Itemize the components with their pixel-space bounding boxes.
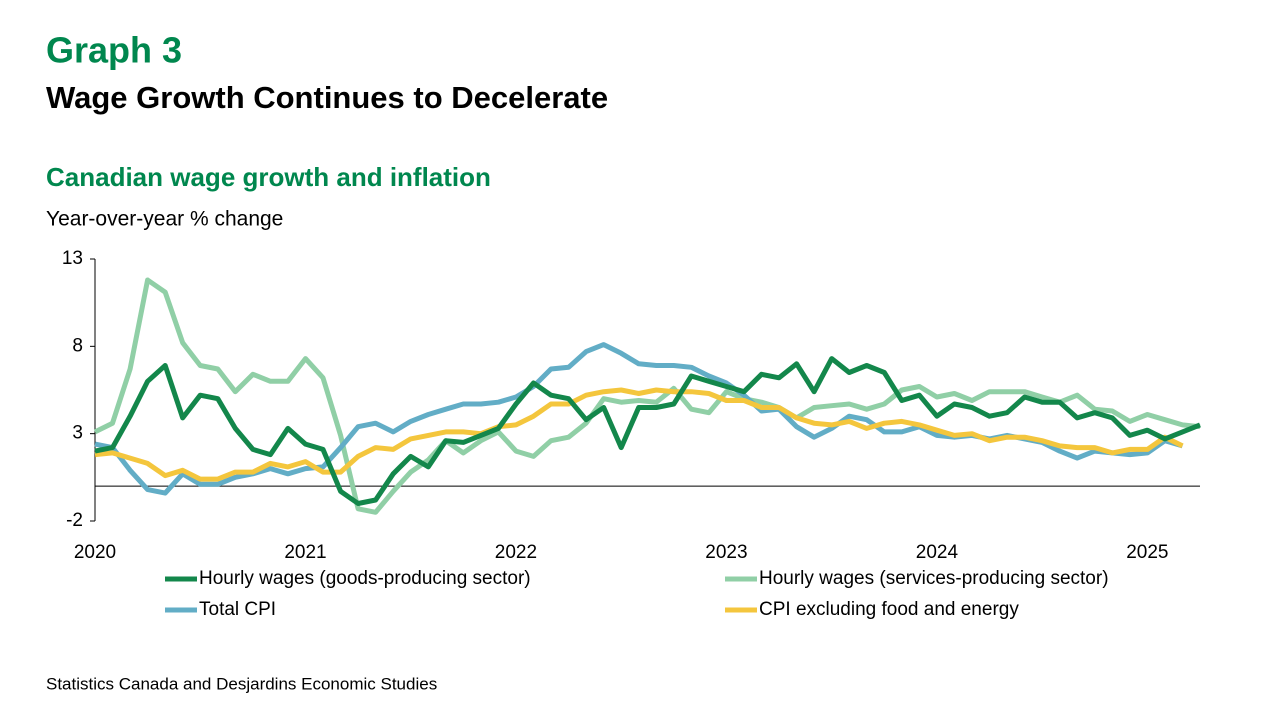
legend-label: Hourly wages (goods-producing sector) (199, 568, 531, 589)
x-tick-label: 2021 (284, 542, 326, 563)
x-tick-label: 2023 (705, 542, 747, 563)
y-tick-label: -2 (66, 510, 83, 531)
y-tick-label: 3 (72, 423, 83, 444)
chart-subtitle: Canadian wage growth and inflation (46, 162, 491, 192)
legend-label: CPI excluding food and energy (759, 599, 1019, 620)
x-tick-label: 2024 (916, 542, 959, 563)
source: Statistics Canada and Desjardins Economi… (46, 674, 437, 693)
y-tick-label: 13 (62, 248, 83, 269)
legend-label: Hourly wages (services-producing sector) (759, 568, 1109, 589)
y-tick-label: 8 (72, 335, 83, 356)
legend-label: Total CPI (199, 599, 276, 620)
x-tick-label: 2020 (74, 542, 116, 563)
series-line (94, 356, 1201, 506)
x-tick-label: 2025 (1126, 542, 1168, 563)
x-tick-label: 2022 (495, 542, 537, 563)
y-axis-label: Year-over-year % change (46, 208, 283, 231)
series-line (93, 277, 1201, 515)
graph-label: Graph 3 (46, 30, 182, 71)
series-line (94, 387, 1184, 482)
chart-title: Wage Growth Continues to Decelerate (46, 80, 608, 115)
